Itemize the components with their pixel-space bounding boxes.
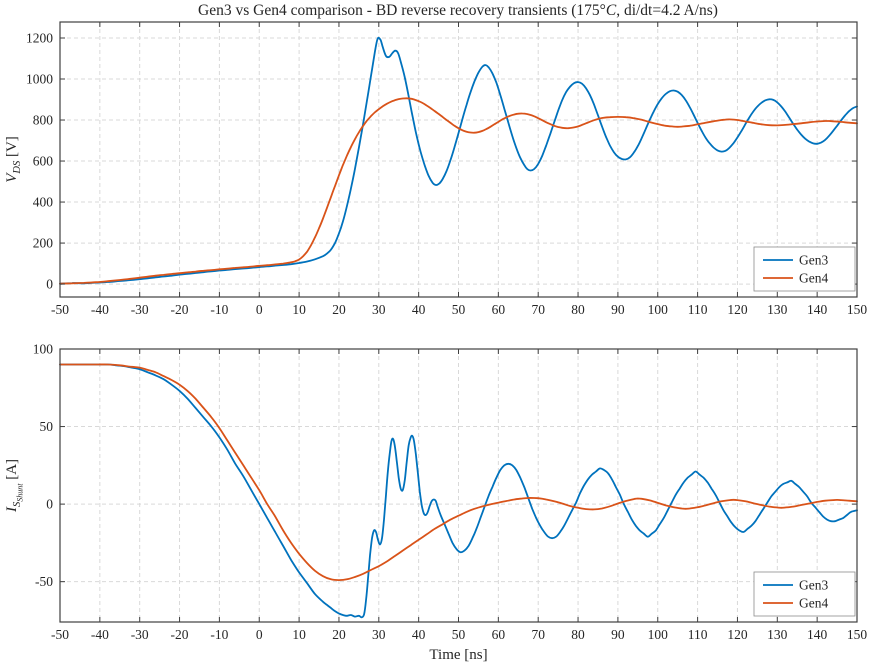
x-tick-label: 0 [256, 302, 263, 317]
x-tick-label: 70 [531, 302, 545, 317]
gen3-line [59, 363, 858, 619]
x-tick-label: 80 [571, 627, 585, 642]
x-tick-label: 30 [372, 302, 386, 317]
x-tick-label: 20 [332, 627, 346, 642]
y-axis-label-vds: VDS [V] [4, 136, 23, 183]
y-axis-label-ishunt: ISShunt [A] [4, 459, 25, 513]
x-tick-label: 130 [767, 302, 788, 317]
x-tick-label: -50 [51, 627, 69, 642]
y-tick-label: 100 [33, 342, 54, 357]
x-tick-label: 0 [256, 627, 263, 642]
x-tick-label: 60 [492, 627, 506, 642]
x-tick-label: 100 [648, 627, 669, 642]
x-tick-label: -20 [171, 627, 189, 642]
legend: Gen3 Gen4 [753, 246, 856, 292]
x-tick-label: 130 [767, 627, 788, 642]
x-tick-label: 120 [727, 302, 748, 317]
x-tick-label: -10 [210, 627, 228, 642]
x-tick-label: 140 [807, 302, 828, 317]
x-tick-label: 50 [452, 627, 466, 642]
figure-title: Gen3 vs Gen4 comparison - BD reverse rec… [198, 2, 718, 19]
x-tick-label: 40 [412, 302, 426, 317]
x-tick-label: 150 [847, 302, 868, 317]
top-plot-vds: -50 -40 -30 -20 -10 0 10 20 30 40 50 60 70 80 90 100 110… [4, 21, 868, 317]
y-tick-label: 1000 [26, 72, 53, 87]
gen3-line [59, 36, 858, 285]
x-tick-label: 80 [571, 302, 585, 317]
y-tick-label: 50 [40, 419, 54, 434]
x-tick-label: 10 [292, 302, 306, 317]
x-tick-label: 140 [807, 627, 828, 642]
gen4-line [59, 363, 858, 581]
x-tick-label: 70 [531, 627, 545, 642]
y-tick-label: 1200 [26, 30, 53, 45]
x-tick-label: -30 [131, 627, 149, 642]
y-tick-label: 400 [33, 195, 54, 210]
x-tick-label: -50 [51, 302, 69, 317]
legend-label-gen4: Gen4 [799, 271, 828, 286]
y-tick-label: 0 [46, 497, 53, 512]
legend: Gen3 Gen4 [753, 571, 856, 617]
x-tick-label: -20 [171, 302, 189, 317]
legend-label-gen4: Gen4 [799, 596, 828, 611]
x-tick-label: 50 [452, 302, 466, 317]
gen4-line [59, 97, 858, 285]
y-tick-label: 800 [33, 113, 54, 128]
legend-label-gen3: Gen3 [799, 253, 828, 268]
x-tick-label: 110 [688, 627, 708, 642]
x-tick-label: 120 [727, 627, 748, 642]
x-axis-label-time: Time [ns] [429, 647, 487, 663]
legend-box [753, 246, 856, 292]
x-tick-label: 60 [492, 302, 506, 317]
x-tick-label: 110 [688, 302, 708, 317]
x-tick-label: 40 [412, 627, 426, 642]
y-tick-label: -50 [35, 574, 53, 589]
legend-label-gen3: Gen3 [799, 578, 828, 593]
legend-box [753, 571, 856, 617]
bottom-plot-ishunt: -50 -40 -30 -20 -10 0 10 20 30 40 50 60 70 80 90 100 110… [4, 342, 867, 664]
x-tick-label: -40 [91, 302, 109, 317]
x-tick-label: 30 [372, 627, 386, 642]
y-tick-label: 600 [33, 154, 54, 169]
y-tick-label: 200 [33, 236, 54, 251]
x-tick-label: 20 [332, 302, 346, 317]
x-tick-label: -40 [91, 627, 109, 642]
x-tick-label: 90 [611, 627, 625, 642]
x-tick-label: -10 [210, 302, 228, 317]
x-tick-label: 100 [648, 302, 669, 317]
x-tick-label: -30 [131, 302, 149, 317]
x-tick-label: 150 [847, 627, 868, 642]
x-tick-label: 10 [292, 627, 306, 642]
y-tick-label: 0 [46, 277, 53, 292]
x-tick-label: 90 [611, 302, 625, 317]
